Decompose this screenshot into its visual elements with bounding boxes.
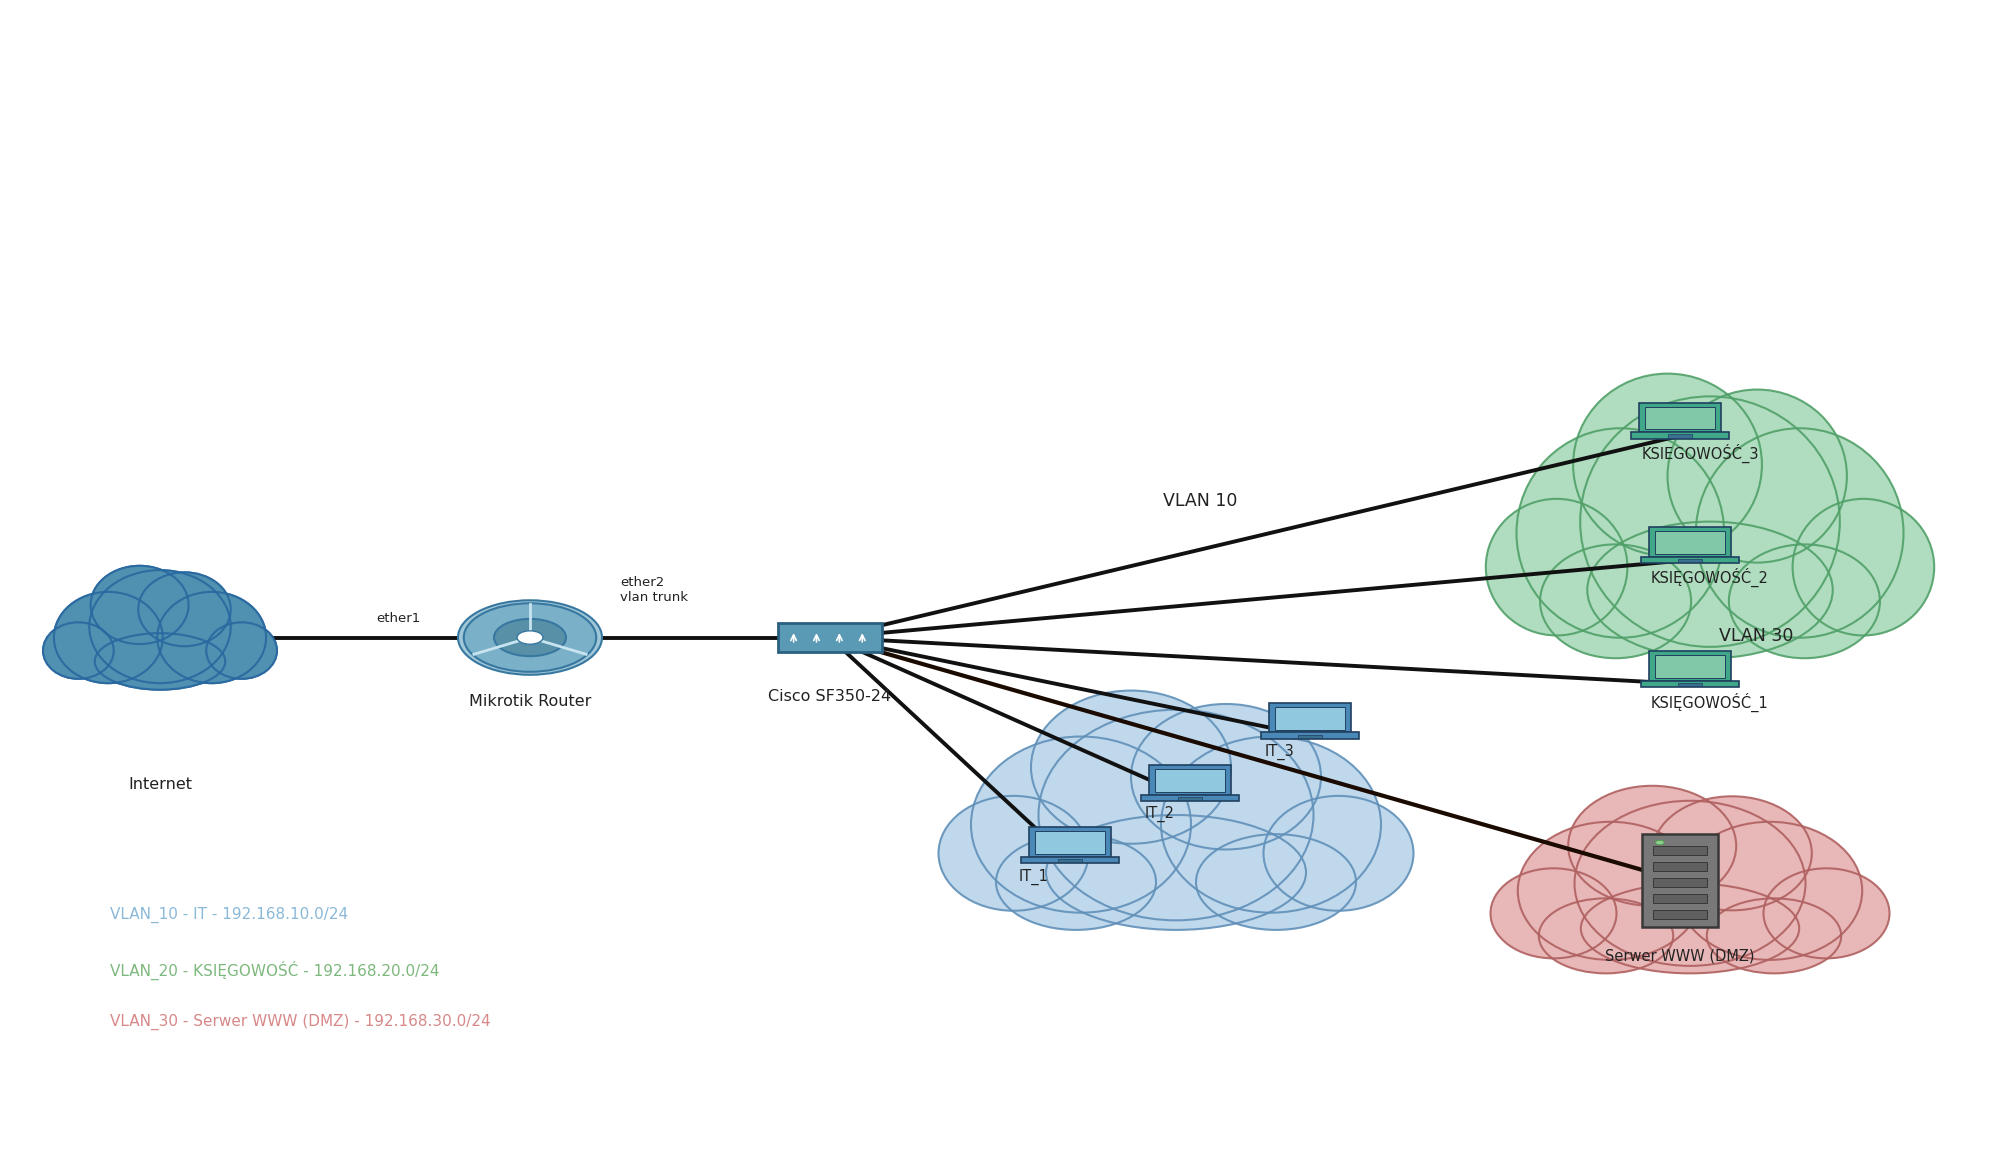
Ellipse shape (1160, 737, 1380, 912)
FancyBboxPatch shape (1652, 847, 1708, 855)
Ellipse shape (54, 591, 162, 683)
Ellipse shape (1046, 815, 1306, 930)
Circle shape (518, 631, 542, 644)
Text: KSIEGOWOŚĆ_3: KSIEGOWOŚĆ_3 (1642, 444, 1758, 463)
Text: IT_1: IT_1 (1020, 869, 1048, 885)
FancyBboxPatch shape (1262, 732, 1358, 739)
Ellipse shape (90, 566, 188, 644)
Text: Cisco SF350-24: Cisco SF350-24 (768, 690, 892, 705)
FancyBboxPatch shape (1638, 403, 1722, 432)
Ellipse shape (1668, 389, 1846, 562)
FancyBboxPatch shape (1652, 894, 1708, 903)
Text: KSIĘGOWOŚĆ_1: KSIĘGOWOŚĆ_1 (1652, 692, 1768, 711)
FancyBboxPatch shape (778, 623, 882, 653)
Ellipse shape (1588, 522, 1832, 658)
Ellipse shape (138, 573, 230, 647)
Ellipse shape (1538, 899, 1674, 974)
Ellipse shape (972, 737, 1192, 912)
Text: IT_2: IT_2 (1144, 806, 1176, 822)
Ellipse shape (1652, 796, 1812, 910)
FancyBboxPatch shape (1642, 680, 1738, 687)
Ellipse shape (1032, 691, 1232, 844)
Circle shape (458, 601, 602, 675)
Ellipse shape (44, 623, 114, 679)
Ellipse shape (1574, 373, 1762, 556)
Text: VLAN_10 - IT - 192.168.10.0/24: VLAN_10 - IT - 192.168.10.0/24 (110, 907, 348, 923)
Text: VLAN 10: VLAN 10 (1162, 492, 1238, 511)
Ellipse shape (938, 796, 1088, 911)
Ellipse shape (996, 834, 1156, 930)
FancyBboxPatch shape (1148, 765, 1232, 795)
FancyBboxPatch shape (1668, 434, 1692, 438)
Ellipse shape (1490, 869, 1616, 959)
FancyBboxPatch shape (1022, 857, 1118, 864)
Ellipse shape (54, 591, 162, 683)
Ellipse shape (1540, 544, 1692, 658)
FancyBboxPatch shape (1656, 655, 1724, 678)
Circle shape (464, 603, 596, 672)
Ellipse shape (1132, 705, 1320, 849)
Ellipse shape (1580, 884, 1800, 974)
FancyBboxPatch shape (1648, 651, 1732, 680)
Circle shape (494, 619, 566, 656)
Ellipse shape (1264, 796, 1414, 911)
FancyBboxPatch shape (1298, 735, 1322, 738)
Ellipse shape (1486, 499, 1628, 635)
FancyBboxPatch shape (1036, 832, 1104, 854)
Ellipse shape (206, 623, 276, 679)
FancyBboxPatch shape (1276, 707, 1344, 730)
Ellipse shape (94, 633, 226, 690)
FancyBboxPatch shape (1632, 432, 1728, 439)
FancyBboxPatch shape (1178, 797, 1202, 800)
Circle shape (1656, 840, 1664, 844)
Ellipse shape (94, 633, 226, 690)
Ellipse shape (1696, 429, 1904, 638)
Text: VLAN_20 - KSIĘGOWOŚĆ - 192.168.20.0/24: VLAN_20 - KSIĘGOWOŚĆ - 192.168.20.0/24 (110, 961, 440, 979)
Ellipse shape (1038, 709, 1314, 921)
FancyBboxPatch shape (1642, 834, 1718, 927)
Ellipse shape (1706, 899, 1842, 974)
Ellipse shape (206, 623, 276, 679)
FancyBboxPatch shape (1652, 878, 1708, 887)
FancyBboxPatch shape (1678, 683, 1702, 686)
Text: KSIĘGOWOŚĆ_2: KSIĘGOWOŚĆ_2 (1652, 568, 1768, 588)
Text: IT_3: IT_3 (1266, 744, 1294, 760)
Text: VLAN 30: VLAN 30 (1718, 627, 1794, 644)
FancyBboxPatch shape (1646, 407, 1714, 430)
FancyBboxPatch shape (1652, 862, 1708, 871)
Ellipse shape (158, 591, 266, 683)
Ellipse shape (1568, 785, 1736, 906)
FancyBboxPatch shape (1656, 531, 1724, 553)
Ellipse shape (1728, 544, 1880, 658)
Text: VLAN_30 - Serwer WWW (DMZ) - 192.168.30.0/24: VLAN_30 - Serwer WWW (DMZ) - 192.168.30.… (110, 1014, 490, 1030)
Ellipse shape (90, 571, 230, 683)
FancyBboxPatch shape (1028, 827, 1112, 857)
Ellipse shape (1580, 396, 1840, 647)
Ellipse shape (1196, 834, 1356, 930)
FancyBboxPatch shape (1678, 559, 1702, 562)
Ellipse shape (138, 573, 230, 647)
Ellipse shape (90, 566, 188, 644)
FancyBboxPatch shape (1268, 702, 1352, 732)
Ellipse shape (1518, 822, 1702, 960)
FancyBboxPatch shape (1642, 557, 1738, 564)
FancyBboxPatch shape (1058, 858, 1082, 863)
Ellipse shape (158, 591, 266, 683)
FancyBboxPatch shape (1156, 769, 1224, 791)
Text: Mikrotik Router: Mikrotik Router (468, 694, 592, 709)
Ellipse shape (1764, 869, 1890, 959)
Ellipse shape (1516, 429, 1724, 638)
FancyBboxPatch shape (1142, 795, 1238, 802)
Ellipse shape (1678, 822, 1862, 960)
FancyBboxPatch shape (1652, 910, 1708, 919)
Ellipse shape (44, 623, 114, 679)
Text: Serwer WWW (DMZ): Serwer WWW (DMZ) (1606, 948, 1754, 963)
Ellipse shape (1792, 499, 1934, 635)
Text: ether1: ether1 (376, 612, 420, 625)
Text: Internet: Internet (128, 777, 192, 792)
FancyBboxPatch shape (1648, 527, 1732, 557)
Ellipse shape (1574, 800, 1806, 966)
Ellipse shape (90, 571, 230, 683)
Text: ether2
vlan trunk: ether2 vlan trunk (620, 576, 688, 604)
